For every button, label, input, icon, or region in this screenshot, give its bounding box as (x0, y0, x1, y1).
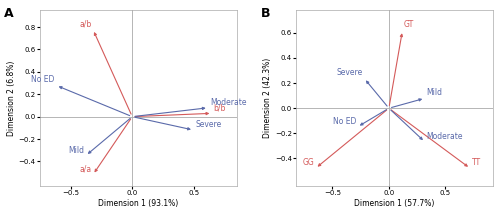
Text: Severe: Severe (195, 120, 222, 129)
Text: B: B (260, 7, 270, 20)
Text: a/b: a/b (80, 19, 92, 28)
Text: Mild: Mild (426, 88, 442, 97)
Y-axis label: Dimension 2 (6.8%): Dimension 2 (6.8%) (7, 60, 16, 136)
Text: No ED: No ED (32, 75, 54, 84)
Text: A: A (4, 7, 14, 20)
Text: GT: GT (404, 20, 414, 29)
Y-axis label: Dimension 2 (42.3%): Dimension 2 (42.3%) (263, 58, 272, 138)
Text: Moderate: Moderate (426, 132, 463, 141)
Text: b/b: b/b (214, 103, 226, 112)
Text: a/a: a/a (80, 165, 92, 174)
Text: GG: GG (302, 158, 314, 167)
X-axis label: Dimension 1 (57.7%): Dimension 1 (57.7%) (354, 199, 434, 208)
Text: Mild: Mild (68, 146, 84, 155)
Text: Severe: Severe (336, 68, 363, 77)
Text: No ED: No ED (332, 117, 356, 126)
X-axis label: Dimension 1 (93.1%): Dimension 1 (93.1%) (98, 199, 178, 208)
Text: Moderate: Moderate (210, 98, 246, 107)
Text: TT: TT (472, 158, 480, 167)
